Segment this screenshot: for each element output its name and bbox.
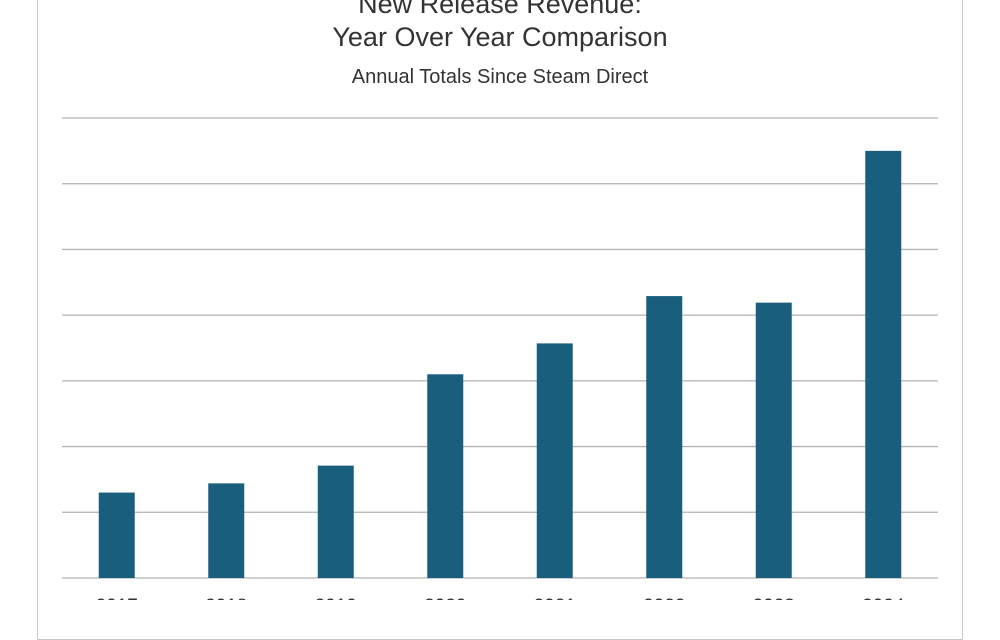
gridlines — [62, 117, 938, 579]
bar-2021 — [536, 343, 573, 578]
x-tick-label-2022: 2022 — [643, 596, 685, 600]
x-tick-labels: 2017 2018 2019 2020 2021 2022 2023 2024 — [96, 596, 905, 600]
x-tick-label-2021: 2021 — [534, 596, 576, 600]
bar-2023 — [755, 302, 792, 578]
bar-2017 — [98, 492, 135, 578]
bar-2020 — [427, 374, 464, 578]
bars — [98, 150, 902, 578]
chart-title-line-1: New Release Revenue: — [358, 0, 642, 19]
chart-title-line-2: Year Over Year Comparison — [332, 22, 668, 52]
bar-2024 — [865, 150, 902, 578]
bar-2018 — [208, 483, 245, 578]
x-tick-label-2019: 2019 — [315, 596, 357, 600]
bar-2022 — [646, 296, 683, 578]
chart-subtitle: Annual Totals Since Steam Direct — [351, 66, 649, 88]
bar-2019 — [317, 465, 354, 578]
x-tick-label-2023: 2023 — [753, 596, 795, 600]
x-tick-label-2017: 2017 — [96, 596, 138, 600]
x-tick-label-2018: 2018 — [205, 596, 247, 600]
chart-title: New Release Revenue: Year Over Year Comp… — [0, 0, 1000, 54]
x-tick-label-2020: 2020 — [424, 596, 466, 600]
x-tick-label-2024: 2024 — [862, 596, 905, 600]
bar-chart: 2017 2018 2019 2020 2021 2022 2023 2024 — [62, 117, 938, 600]
